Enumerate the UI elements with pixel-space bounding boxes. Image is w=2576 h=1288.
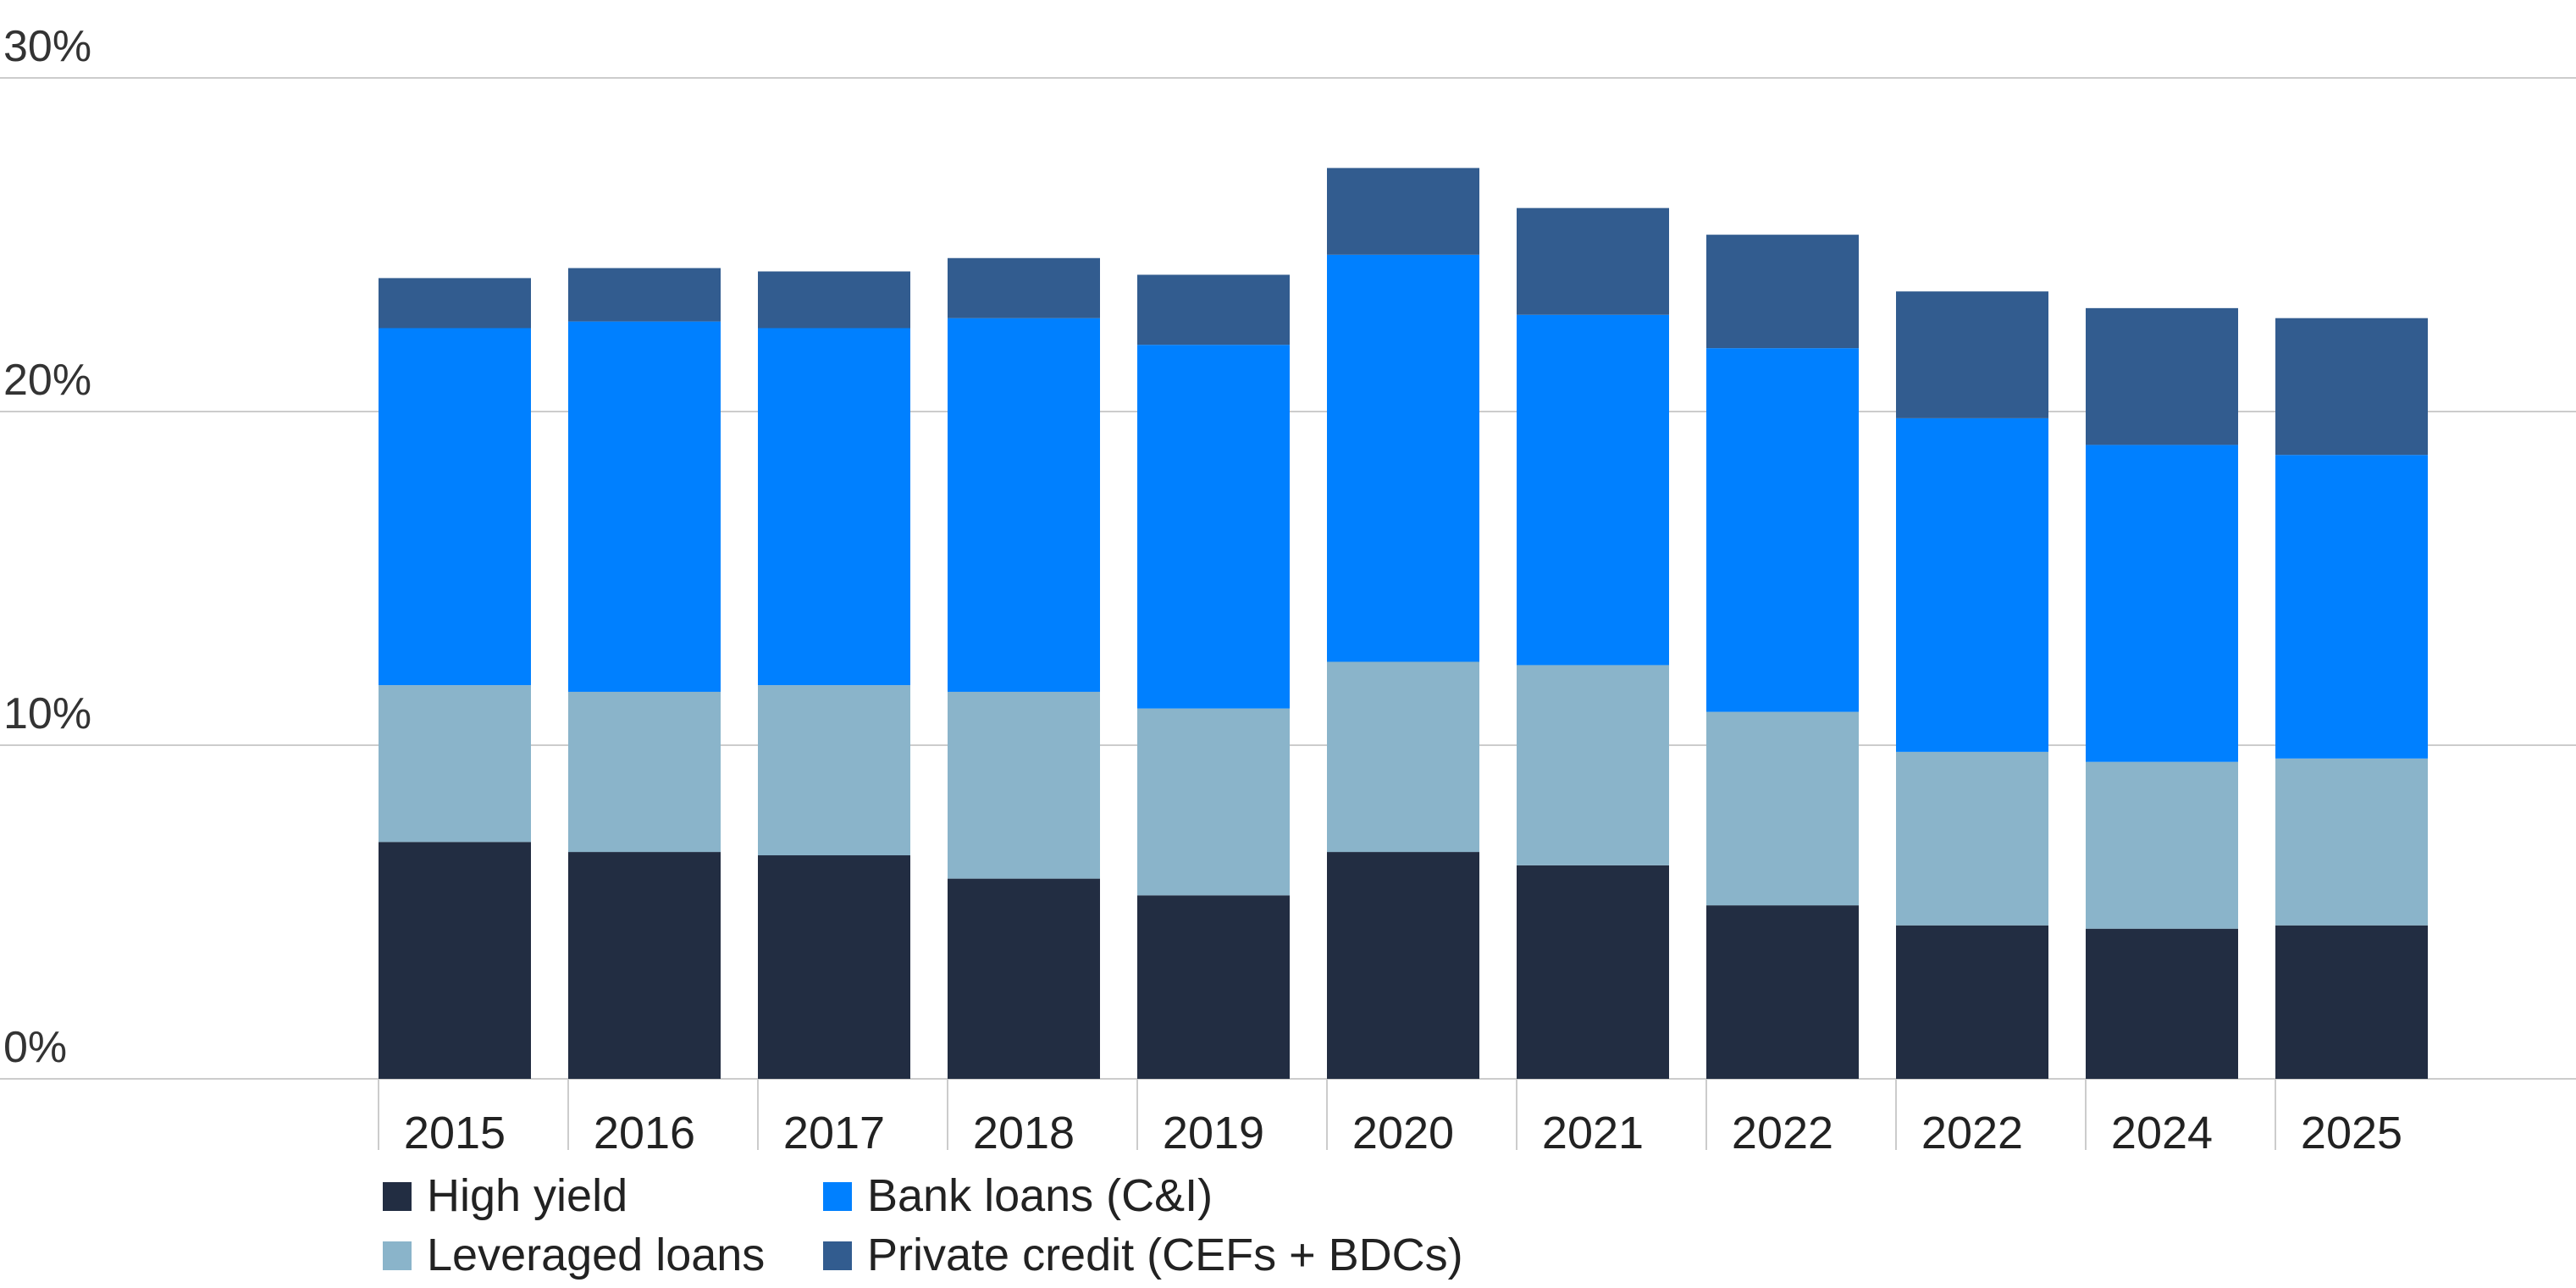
bar-segment-leveraged-loans-2018	[948, 691, 1100, 879]
bar-segment-leveraged-loans-2016	[568, 691, 721, 853]
bar-segment-private-credit-cefs-bdcs-2016	[568, 268, 721, 322]
bar-segment-bank-loans-c-i-2019	[1137, 345, 1290, 709]
bar-segment-private-credit-cefs-bdcs-2025	[2275, 318, 2428, 456]
bar-segment-leveraged-loans-2024	[2086, 761, 2238, 929]
bar-segment-private-credit-cefs-bdcs-2022	[1896, 291, 2048, 418]
legend-item-high-yield: High yield	[383, 1170, 627, 1221]
bar-segment-leveraged-loans-2015	[379, 685, 531, 843]
bar-segment-private-credit-cefs-bdcs-2017	[758, 271, 910, 329]
bar-segment-bank-loans-c-i-2015	[379, 328, 531, 686]
legend-label: High yield	[427, 1170, 627, 1221]
bar-segment-private-credit-cefs-bdcs-2020	[1327, 168, 1479, 255]
x-tick-label: 2019	[1163, 1108, 1264, 1158]
bar-segment-bank-loans-c-i-2018	[948, 318, 1100, 692]
bar-segment-leveraged-loans-2020	[1327, 661, 1479, 853]
bar-segment-high-yield-2016	[568, 852, 721, 1079]
y-tick-label: 10%	[3, 689, 91, 738]
bar-segment-high-yield-2022	[1706, 905, 1859, 1079]
bar-segment-high-yield-2022	[1896, 925, 2048, 1079]
legend-swatch	[383, 1241, 412, 1270]
legend-label: Bank loans (C&I)	[867, 1170, 1213, 1221]
legend-item-bank-loans-c-i: Bank loans (C&I)	[823, 1170, 1213, 1221]
x-tick-label: 2015	[404, 1108, 506, 1158]
bar-segment-bank-loans-c-i-2017	[758, 328, 910, 686]
bar-segment-leveraged-loans-2022	[1896, 751, 2048, 926]
x-tick-label: 2025	[2301, 1108, 2402, 1158]
bars	[379, 168, 2428, 1079]
bar-segment-private-credit-cefs-bdcs-2019	[1137, 274, 1290, 345]
y-tick-label: 20%	[3, 356, 91, 405]
bar-segment-high-yield-2025	[2275, 925, 2428, 1079]
x-tick-label: 2020	[1352, 1108, 1454, 1158]
y-tick-label: 0%	[3, 1023, 67, 1072]
bar-segment-private-credit-cefs-bdcs-2021	[1517, 207, 1669, 315]
bar-segment-high-yield-2015	[379, 842, 531, 1079]
y-tick-label: 30%	[3, 22, 91, 71]
bar-segment-bank-loans-c-i-2021	[1517, 314, 1669, 666]
legend-item-private-credit-cefs-bdcs: Private credit (CEFs + BDCs)	[823, 1230, 1463, 1280]
y-axis-ticks: 0% 10% 20% 30%	[3, 22, 91, 1072]
bar-segment-bank-loans-c-i-2024	[2086, 445, 2238, 762]
x-tick-label: 2021	[1542, 1108, 1644, 1158]
x-tick-label: 2017	[783, 1108, 885, 1158]
bar-segment-bank-loans-c-i-2020	[1327, 254, 1479, 662]
legend-item-leveraged-loans: Leveraged loans	[383, 1230, 765, 1280]
bar-segment-leveraged-loans-2019	[1137, 708, 1290, 896]
x-tick-label: 2022	[1732, 1108, 1833, 1158]
legend-swatch	[823, 1241, 852, 1270]
x-tick-label: 2024	[2111, 1108, 2213, 1158]
bar-segment-leveraged-loans-2017	[758, 685, 910, 856]
bar-segment-private-credit-cefs-bdcs-2018	[948, 257, 1100, 318]
legend-swatch	[823, 1182, 852, 1211]
x-tick-label: 2022	[1921, 1108, 2023, 1158]
x-tick-label: 2016	[594, 1108, 695, 1158]
legend-label: Leveraged loans	[427, 1230, 765, 1280]
bar-segment-high-yield-2020	[1327, 852, 1479, 1079]
bar-segment-high-yield-2021	[1517, 865, 1669, 1079]
bar-segment-private-credit-cefs-bdcs-2015	[379, 278, 531, 329]
bar-segment-high-yield-2024	[2086, 928, 2238, 1079]
bar-segment-leveraged-loans-2022	[1706, 711, 1859, 906]
legend: High yield Leveraged loans Bank loans (C&I…	[383, 1170, 1463, 1280]
bar-segment-high-yield-2018	[948, 878, 1100, 1079]
bar-segment-leveraged-loans-2025	[2275, 758, 2428, 926]
bar-segment-high-yield-2017	[758, 855, 910, 1079]
bar-segment-leveraged-loans-2021	[1517, 665, 1669, 865]
bar-segment-bank-loans-c-i-2016	[568, 321, 721, 692]
bar-segment-bank-loans-c-i-2022	[1706, 348, 1859, 712]
bar-segment-bank-loans-c-i-2025	[2275, 455, 2428, 759]
bar-segment-private-credit-cefs-bdcs-2022	[1706, 235, 1859, 349]
legend-label: Private credit (CEFs + BDCs)	[867, 1230, 1463, 1280]
bar-segment-bank-loans-c-i-2022	[1896, 417, 2048, 752]
x-tick-label: 2018	[973, 1108, 1075, 1158]
legend-swatch	[383, 1182, 412, 1211]
bar-segment-private-credit-cefs-bdcs-2024	[2086, 307, 2238, 445]
x-axis-ticks: 2015 2016 2017 2018 2019 2020 2021 2022 2022 2024…	[378, 1079, 2402, 1158]
bar-segment-high-yield-2019	[1137, 895, 1290, 1079]
